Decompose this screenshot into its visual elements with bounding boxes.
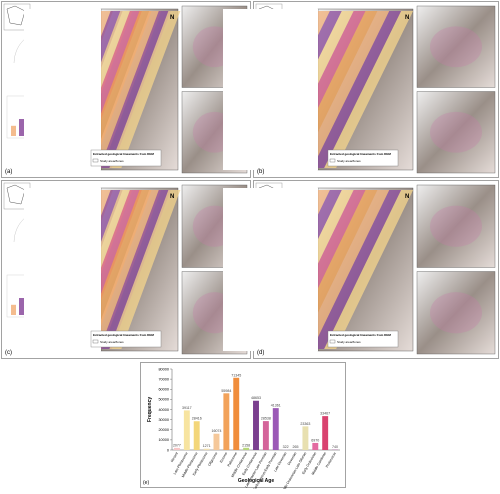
bar <box>174 448 180 450</box>
panel-label: (b) <box>257 169 264 175</box>
mini-bar <box>19 119 24 136</box>
map-clip <box>24 188 101 351</box>
panel-label: (a) <box>5 169 12 175</box>
data-label: 265 <box>293 445 299 449</box>
data-label: 48653 <box>251 396 261 400</box>
data-label: 28538 <box>261 417 271 421</box>
panel-label: (e) <box>143 480 149 486</box>
data-label: 39117 <box>182 406 192 410</box>
x-axis-label: Geological Age <box>238 478 274 484</box>
data-label: 28416 <box>192 417 202 421</box>
legend-title: Extracted geological lineaments from DEM <box>93 333 154 337</box>
data-label: 16074 <box>211 429 221 433</box>
data-label: 322 <box>283 445 289 449</box>
legend-item: Study area/Zones <box>337 340 361 344</box>
data-label: 740 <box>332 445 338 449</box>
north-arrow: N <box>405 194 409 200</box>
legend-item: Study area/Zones <box>100 159 124 163</box>
y-axis-label: Frequency <box>147 397 153 423</box>
mini-bar <box>11 126 16 136</box>
bar <box>214 434 220 450</box>
y-tick-label: 0 <box>167 448 169 452</box>
bar <box>312 443 318 450</box>
inset-feature <box>430 206 482 247</box>
panel-label: (d) <box>257 350 264 356</box>
bar <box>302 426 308 450</box>
y-tick-label: 60000 <box>158 388 169 392</box>
data-label: 23363 <box>300 422 310 426</box>
mini-bar <box>19 298 24 315</box>
north-arrow: N <box>170 15 174 21</box>
data-label: 1271 <box>203 444 211 448</box>
data-label: 41361 <box>271 404 281 408</box>
y-tick-label: 70000 <box>158 377 169 381</box>
bar <box>332 449 338 450</box>
bar <box>184 410 190 450</box>
legend-title: Extracted geological lineaments from DEM <box>330 152 391 156</box>
map-clip <box>223 188 318 351</box>
legend-title: Extracted geological lineaments from DEM <box>93 152 154 156</box>
legend-item: Study area/Zones <box>337 159 361 163</box>
y-tick-label: 30000 <box>158 418 169 422</box>
data-label: 2158 <box>242 443 250 447</box>
bar <box>263 421 269 450</box>
bar <box>233 378 239 450</box>
y-tick-label: 80000 <box>158 367 169 371</box>
data-label: 55984 <box>221 389 231 393</box>
data-label: 2077 <box>173 443 181 447</box>
bar <box>322 416 328 450</box>
y-tick-label: 20000 <box>158 428 169 432</box>
inset-feature <box>430 112 482 153</box>
data-label: 33467 <box>320 412 330 416</box>
inset-feature <box>430 292 482 333</box>
data-label: 71345 <box>231 373 241 377</box>
y-tick-label: 50000 <box>158 398 169 402</box>
data-label: 6970 <box>311 438 319 442</box>
map-clip <box>24 9 101 170</box>
bar <box>273 408 279 450</box>
y-tick-label: 10000 <box>158 438 169 442</box>
mini-bar <box>11 305 16 315</box>
inset-feature <box>430 26 482 67</box>
north-arrow: N <box>405 15 409 21</box>
y-tick-label: 40000 <box>158 408 169 412</box>
bar <box>253 401 259 450</box>
north-arrow: N <box>170 194 174 200</box>
bar <box>194 421 200 450</box>
legend-title: Extracted geological lineaments from DEM <box>330 333 391 337</box>
legend-item: Study area/Zones <box>100 340 124 344</box>
map-clip <box>223 9 318 170</box>
panel-label: (c) <box>5 350 12 356</box>
bar <box>243 448 249 450</box>
bar <box>223 393 229 450</box>
bar <box>204 449 210 450</box>
